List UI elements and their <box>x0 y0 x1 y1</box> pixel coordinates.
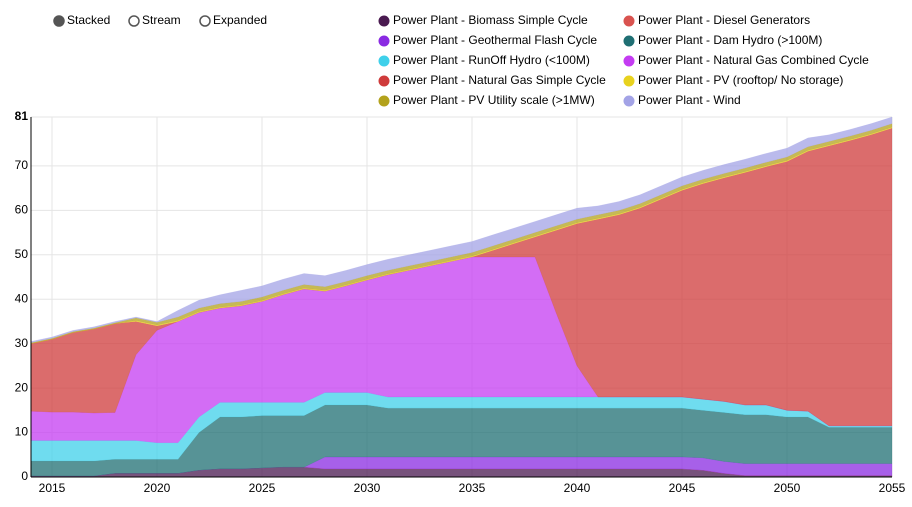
y-tick-label: 20 <box>15 380 29 394</box>
x-tick-label: 2025 <box>249 481 276 495</box>
radio-button[interactable] <box>128 15 140 27</box>
x-tick-label: 2040 <box>564 481 591 495</box>
legend-marker[interactable] <box>623 95 635 107</box>
legend-marker[interactable] <box>623 35 635 47</box>
y-tick-label: 50 <box>15 247 29 261</box>
x-tick-label: 2035 <box>459 481 486 495</box>
legend-marker[interactable] <box>378 95 390 107</box>
legend-marker[interactable] <box>378 75 390 87</box>
y-tick-label: 60 <box>15 203 29 217</box>
legend-label[interactable]: Power Plant - PV (rooftop/ No storage) <box>638 73 843 87</box>
area <box>30 116 893 344</box>
radio-label[interactable]: Stacked <box>67 13 110 27</box>
legend-label[interactable]: Power Plant - Diesel Generators <box>638 13 810 27</box>
legend-label[interactable]: Power Plant - Natural Gas Simple Cycle <box>393 73 606 87</box>
x-tick-label: 2015 <box>39 481 66 495</box>
x-tick-label: 2020 <box>144 481 171 495</box>
legend-item[interactable]: Power Plant - Natural Gas Simple Cycle <box>378 73 606 87</box>
area <box>30 126 893 344</box>
radio-button[interactable] <box>199 15 211 27</box>
y-tick-label: 81 <box>15 109 29 123</box>
legend-item[interactable]: Power Plant - Dam Hydro (>100M) <box>623 33 822 47</box>
legend-item[interactable]: Power Plant - PV (rooftop/ No storage) <box>623 73 843 87</box>
radio-button[interactable] <box>53 15 65 27</box>
legend-label[interactable]: Power Plant - Biomass Simple Cycle <box>393 13 588 27</box>
legend-label[interactable]: Power Plant - Dam Hydro (>100M) <box>638 33 822 47</box>
legend-label[interactable]: Power Plant - Natural Gas Combined Cycle <box>638 53 869 67</box>
legend-marker[interactable] <box>378 35 390 47</box>
legend-item[interactable]: Power Plant - Biomass Simple Cycle <box>378 13 588 27</box>
radio-label[interactable]: Stream <box>142 13 181 27</box>
legend-marker[interactable] <box>378 55 390 67</box>
area <box>31 466 892 477</box>
y-tick-label: 30 <box>15 336 29 350</box>
y-tick-label: 0 <box>21 469 28 483</box>
area <box>31 456 893 477</box>
legend-label[interactable]: Power Plant - Wind <box>638 93 741 107</box>
legend-item[interactable]: Power Plant - Natural Gas Combined Cycle <box>623 53 869 67</box>
legend-label[interactable]: Power Plant - RunOff Hydro (<100M) <box>393 53 590 67</box>
legend-item[interactable]: Power Plant - PV Utility scale (>1MW) <box>378 93 595 107</box>
view-mode-option[interactable]: Expanded <box>199 13 267 27</box>
x-tick-label: 2045 <box>669 481 696 495</box>
radio-label[interactable]: Expanded <box>213 13 267 27</box>
legend-marker[interactable] <box>378 15 390 27</box>
y-tick-label: 70 <box>15 158 29 172</box>
view-mode-option[interactable]: Stream <box>128 13 181 27</box>
legend-marker[interactable] <box>623 55 635 67</box>
legend-item[interactable]: Power Plant - Diesel Generators <box>623 13 810 27</box>
legend-marker[interactable] <box>623 75 635 87</box>
y-tick-label: 10 <box>15 425 29 439</box>
legend-item[interactable]: Power Plant - Wind <box>623 93 741 107</box>
x-tick-label: 2055 <box>879 481 906 495</box>
legend-item[interactable]: Power Plant - RunOff Hydro (<100M) <box>378 53 590 67</box>
legend-label[interactable]: Power Plant - Geothermal Flash Cycle <box>393 33 597 47</box>
legend-label[interactable]: Power Plant - PV Utility scale (>1MW) <box>393 93 595 107</box>
legend-item[interactable]: Power Plant - Geothermal Flash Cycle <box>378 33 597 47</box>
x-tick-label: 2030 <box>354 481 381 495</box>
y-tick-label: 40 <box>15 291 29 305</box>
x-tick-label: 2050 <box>774 481 801 495</box>
legend-marker[interactable] <box>623 15 635 27</box>
view-mode-option[interactable]: Stacked <box>53 13 110 27</box>
